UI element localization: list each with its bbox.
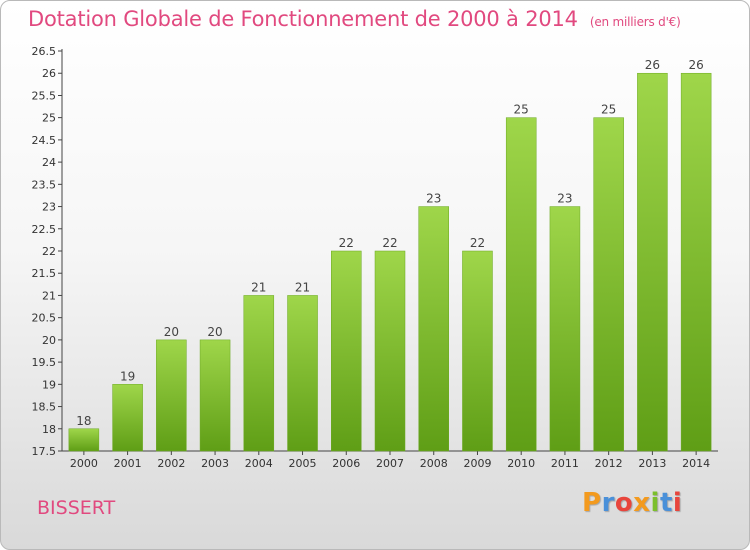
x-tick-label: 2003 [201, 457, 229, 470]
bar-2003 [199, 339, 231, 452]
bar-2005 [287, 295, 318, 452]
proxiti-logo[interactable]: Proxiti [582, 488, 682, 518]
bar-value-label: 25 [601, 103, 616, 117]
x-tick-label: 2004 [245, 457, 273, 470]
y-tick-label: 24 [42, 156, 56, 169]
x-tick-label: 2002 [157, 457, 185, 470]
y-tick-label: 23 [42, 201, 56, 214]
logo-letter: t [659, 488, 673, 518]
x-tick-label: 2011 [551, 457, 579, 470]
logo-letter: r [601, 488, 615, 518]
bar-value-label: 19 [120, 369, 135, 383]
x-tick-label: 2009 [463, 457, 491, 470]
bar-2004 [243, 295, 275, 452]
chart-title: Dotation Globale de Fonctionnement de 20… [28, 7, 681, 31]
y-tick-label: 18.5 [32, 401, 57, 414]
y-tick-label: 17.5 [32, 445, 57, 458]
bar-2012 [593, 117, 624, 452]
y-tick-label: 26 [42, 67, 56, 80]
y-tick-label: 25.5 [32, 89, 57, 102]
logo-letter: x [633, 488, 651, 518]
x-tick-label: 2007 [376, 457, 404, 470]
bar-value-label: 26 [688, 58, 703, 72]
chart-subtitle: (en milliers d'€) [589, 15, 681, 29]
bar-2000 [68, 428, 100, 452]
logo-letter: i [650, 488, 660, 518]
bar-value-label: 22 [470, 236, 485, 250]
bar-2010 [505, 117, 537, 452]
x-tick-label: 2001 [114, 457, 142, 470]
y-tick-label: 21 [42, 289, 56, 302]
x-tick-label: 2000 [70, 457, 98, 470]
x-tick-label: 2005 [289, 457, 317, 470]
x-tick-label: 2008 [420, 457, 448, 470]
bar-2013 [637, 72, 668, 452]
bar-2008 [418, 206, 449, 452]
x-tick-label: 2010 [507, 457, 535, 470]
bar-value-label: 20 [164, 325, 179, 339]
y-tick-label: 25 [42, 112, 56, 125]
x-tick-label: 2012 [595, 457, 623, 470]
bar-value-label: 26 [645, 58, 660, 72]
x-tick-label: 2006 [332, 457, 360, 470]
bar-value-label: 22 [339, 236, 354, 250]
bar-value-label: 20 [207, 325, 222, 339]
bar-2006 [331, 250, 362, 452]
x-tick-label: 2013 [638, 457, 666, 470]
bar-2014 [680, 72, 712, 452]
logo-letter: o [614, 488, 634, 518]
logo-letter: i [672, 488, 683, 518]
bar-layer: 18 19 20 20 21 21 22 22 23 22 25 23 25 26 26 [68, 58, 712, 452]
bar-value-label: 21 [251, 280, 266, 294]
bar-value-label: 23 [426, 192, 441, 206]
y-tick-label: 22.5 [32, 223, 57, 236]
bar-value-label: 23 [557, 192, 572, 206]
logo-letter: P [582, 488, 602, 518]
y-tick-label: 19.5 [32, 356, 57, 369]
y-tick-label: 20.5 [32, 312, 57, 325]
bar-value-label: 25 [514, 103, 529, 117]
y-tick-label: 20 [42, 334, 56, 347]
bar-value-label: 22 [382, 236, 397, 250]
chart-title-text: Dotation Globale de Fonctionnement de 20… [28, 7, 578, 31]
bar-2011 [549, 206, 581, 452]
y-tick-label: 18 [42, 423, 56, 436]
y-tick-label: 19 [42, 378, 56, 391]
y-tick-label: 21.5 [32, 267, 57, 280]
bar-value-label: 21 [295, 280, 310, 294]
bar-2002 [156, 339, 187, 452]
y-tick-label: 22 [42, 245, 56, 258]
y-tick-label: 26.5 [32, 45, 57, 58]
y-tick-label: 23.5 [32, 178, 57, 191]
axis-layer: 17.5 18 18.5 19 19.5 20 20.5 21 21.5 22 22.5 23 23.5… [32, 45, 718, 470]
bar-2001 [112, 384, 143, 452]
x-tick-label: 2014 [682, 457, 710, 470]
bar-value-label: 18 [76, 414, 91, 428]
bar-2007 [374, 250, 406, 452]
y-tick-label: 24.5 [32, 134, 57, 147]
bar-2009 [462, 250, 493, 452]
commune-name: BISSERT [37, 497, 116, 519]
